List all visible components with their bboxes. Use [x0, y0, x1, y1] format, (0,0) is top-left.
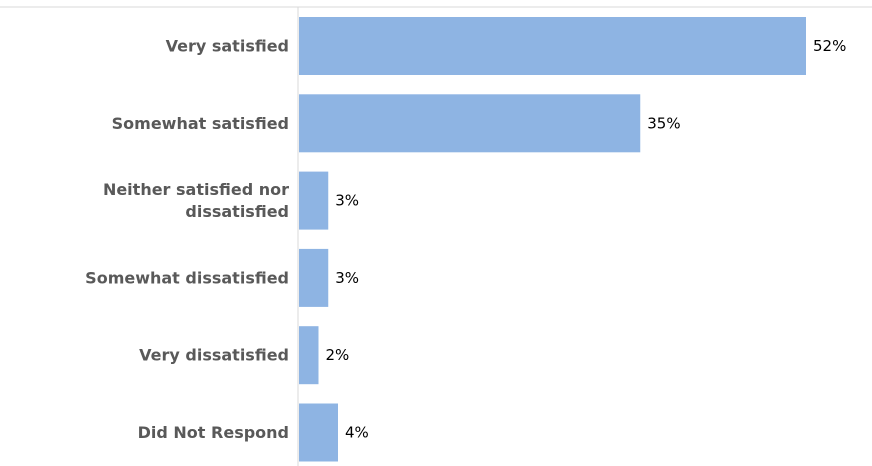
- category-label-4: Very dissatisfied: [139, 346, 289, 365]
- value-label-4: 2%: [326, 346, 350, 364]
- bars-group: [299, 17, 806, 462]
- category-label-5: Did Not Respond: [138, 423, 289, 442]
- value-label-0: 52%: [813, 37, 846, 55]
- bar-3: [299, 248, 329, 307]
- value-label-5: 4%: [345, 424, 369, 442]
- category-labels-group: Very satisfied Somewhat satisfied Neither …: [85, 37, 289, 443]
- bar-4: [299, 326, 319, 385]
- value-label-3: 3%: [335, 269, 359, 287]
- bar-2: [299, 171, 329, 230]
- category-label-2-line-0: Neither satisfied nor: [103, 180, 289, 199]
- value-labels-group: 52% 35% 3% 3% 2% 4%: [326, 37, 847, 442]
- category-label-3: Somewhat dissatisfied: [85, 268, 289, 287]
- value-label-1: 35%: [647, 114, 680, 132]
- category-label-2-line-1: dissatisfied: [185, 202, 289, 221]
- category-label-0: Very satisfied: [166, 37, 289, 56]
- bar-0: [299, 17, 806, 75]
- category-label-1: Somewhat satisfied: [112, 114, 289, 133]
- bar-5: [299, 403, 338, 462]
- bar-1: [299, 94, 641, 153]
- value-label-2: 3%: [335, 192, 359, 210]
